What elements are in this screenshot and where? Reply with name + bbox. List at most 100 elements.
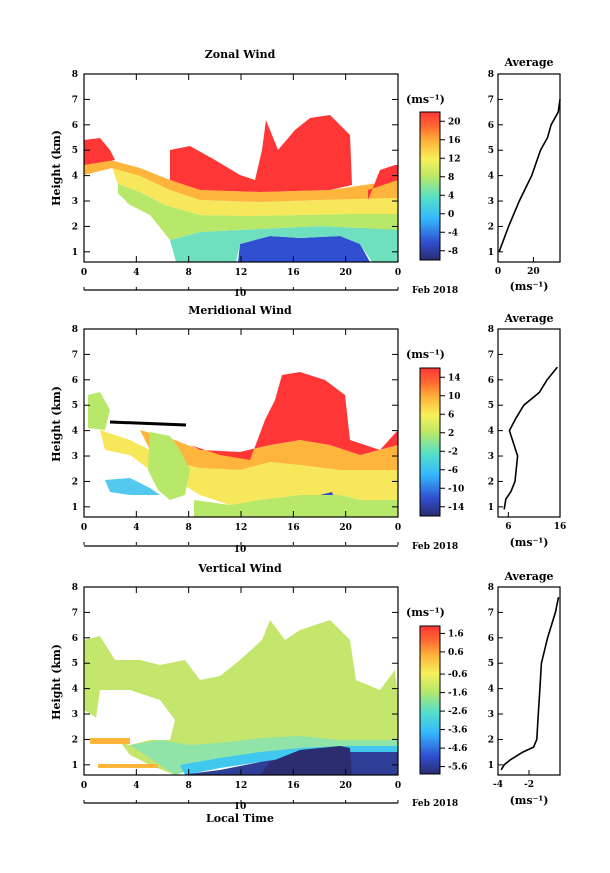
avg-y-tick-label: 6 <box>488 376 494 386</box>
avg-y-tick-label: 5 <box>488 401 494 411</box>
x-tick-label: 0 <box>81 781 87 791</box>
zonal-day-label: 10 <box>234 289 247 299</box>
zonal-y-ticks: 1 12 23 34 45 56 67 78 8 <box>72 70 503 258</box>
colorbar-tick-label: 6 <box>448 410 454 420</box>
colorbar-tick-label: -2.6 <box>448 707 467 717</box>
y-tick-label: 7 <box>72 95 78 105</box>
y-tick-label: 8 <box>72 583 78 593</box>
meridional-region-orange <box>140 430 398 470</box>
zonal-ylabel: Height (km) <box>50 130 63 206</box>
y-tick-label: 1 <box>72 503 78 513</box>
colorbar-tick-label: 1.6 <box>448 629 464 639</box>
vertical-heatmap <box>84 620 398 775</box>
colorbar-tick-label: -2 <box>448 447 458 457</box>
meridional-region-red <box>190 372 398 460</box>
avg-y-tick-label: 1 <box>488 248 494 258</box>
y-tick-label: 2 <box>72 222 78 232</box>
x-tick-label: 8 <box>186 781 192 791</box>
vertical-y-ticks: 1 1 2 2 3 3 4 4 5 5 6 6 7 7 8 8 <box>72 583 503 771</box>
colorbar-tick-label: 0 <box>448 210 454 220</box>
avg-y-tick-label: 2 <box>488 477 494 487</box>
x-tick-label: 16 <box>287 523 300 533</box>
meridional-black-streak <box>109 420 187 427</box>
zonal-region-orange <box>84 160 398 202</box>
meridional-avg-unit: (ms⁻¹) <box>510 536 549 549</box>
y-tick-label: 4 <box>72 172 78 182</box>
colorbar-tick-label: 2 <box>448 429 454 439</box>
avg-y-tick-label: 3 <box>488 197 494 207</box>
avg-x-tick-label: 20 <box>527 267 540 277</box>
colorbar-tick-label: -1.6 <box>448 689 467 699</box>
x-tick-label: 0 <box>395 523 401 533</box>
vertical-wind-panel: Vertical Wind 0 4 8 12 16 20 0 1 12 23 34 45 56 67 78… <box>50 562 561 825</box>
avg-x-tick-label: -2 <box>524 780 534 790</box>
meridional-avg-frame <box>497 328 561 518</box>
avg-y-tick-label: 6 <box>488 634 494 644</box>
avg-y-tick-label: 2 <box>488 735 494 745</box>
zonal-region-yellow <box>112 168 398 216</box>
avg-x-tick-label: -4 <box>493 780 503 790</box>
y-tick-label: 6 <box>72 376 78 386</box>
meridional-region-cyan <box>105 478 160 495</box>
x-tick-label: 4 <box>133 268 139 278</box>
y-tick-label: 5 <box>72 146 78 156</box>
vertical-avg-title: Average <box>503 570 553 583</box>
y-tick-label: 8 <box>72 325 78 335</box>
colorbar-tick-label: -6 <box>448 466 458 476</box>
colorbar-tick-label: 14 <box>448 373 461 383</box>
zonal-region-red-right <box>368 165 398 200</box>
avg-y-tick-label: 7 <box>488 350 494 360</box>
x-tick-label: 4 <box>133 781 139 791</box>
zonal-region-cyan-band <box>170 226 398 262</box>
y-tick-label: 2 <box>72 477 78 487</box>
colorbar-tick-label: -10 <box>448 484 464 494</box>
colorbar-tick-label: -14 <box>448 503 464 513</box>
x-tick-label: 20 <box>339 781 352 791</box>
zonal-cbar-unit: (ms⁻¹) <box>406 93 445 106</box>
meridional-wind-panel: Meridional Wind 0 4 8 12 16 20 0 1 12 23 34 45 56 67… <box>50 304 566 555</box>
colorbar-tick-label: 16 <box>448 136 461 146</box>
avg-y-tick-label: 7 <box>488 608 494 618</box>
x-tick-label: 16 <box>287 268 300 278</box>
vertical-cbar-unit: (ms⁻¹) <box>406 606 445 619</box>
avg-y-tick-label: 4 <box>488 427 494 437</box>
meridional-cbar-unit: (ms⁻¹) <box>406 348 445 361</box>
zonal-region-red-mid <box>170 115 352 192</box>
x-tick-label: 0 <box>81 523 87 533</box>
avg-x-tick-label: 6 <box>505 522 511 532</box>
avg-y-tick-label: 1 <box>488 503 494 513</box>
zonal-x-ticks: 0 4 8 12 16 20 0 <box>81 74 401 290</box>
avg-y-tick-label: 8 <box>488 583 494 593</box>
meridional-colorbar <box>419 367 441 517</box>
avg-y-tick-label: 8 <box>488 70 494 80</box>
average-profile-line <box>498 99 561 253</box>
y-tick-label: 8 <box>72 70 78 80</box>
colorbar-tick-label: 0.6 <box>448 648 464 658</box>
avg-y-tick-label: 4 <box>488 172 494 182</box>
meridional-region-green-low <box>194 495 398 517</box>
avg-y-tick-label: 3 <box>488 452 494 462</box>
x-tick-label: 20 <box>339 268 352 278</box>
zonal-avg-profile: 0 20 <box>495 99 561 277</box>
colorbar-tick-label: 10 <box>448 392 461 402</box>
colorbar-tick-label: -8 <box>448 247 458 257</box>
y-tick-label: 3 <box>72 710 78 720</box>
meridional-day-label: 10 <box>234 545 247 555</box>
colorbar-tick-label: 8 <box>448 173 454 183</box>
x-tick-label: 8 <box>186 268 192 278</box>
x-tick-label: 0 <box>395 781 401 791</box>
y-tick-label: 5 <box>72 401 78 411</box>
x-tick-label: 12 <box>235 268 248 278</box>
zonal-date-label: Feb 2018 <box>412 286 458 296</box>
y-tick-label: 3 <box>72 452 78 462</box>
x-tick-label: 20 <box>339 523 352 533</box>
meridional-colorbar-ticks: -14 -10 -6 -2 2 6 10 14 <box>440 373 464 513</box>
y-tick-label: 5 <box>72 659 78 669</box>
zonal-region-red-left <box>84 138 115 165</box>
vertical-region-navy-core <box>260 746 352 775</box>
avg-y-tick-label: 7 <box>488 95 494 105</box>
zonal-region-green-slope <box>118 184 398 240</box>
colorbar-tick-label: -5.6 <box>448 763 467 773</box>
y-tick-label: 4 <box>72 427 78 437</box>
